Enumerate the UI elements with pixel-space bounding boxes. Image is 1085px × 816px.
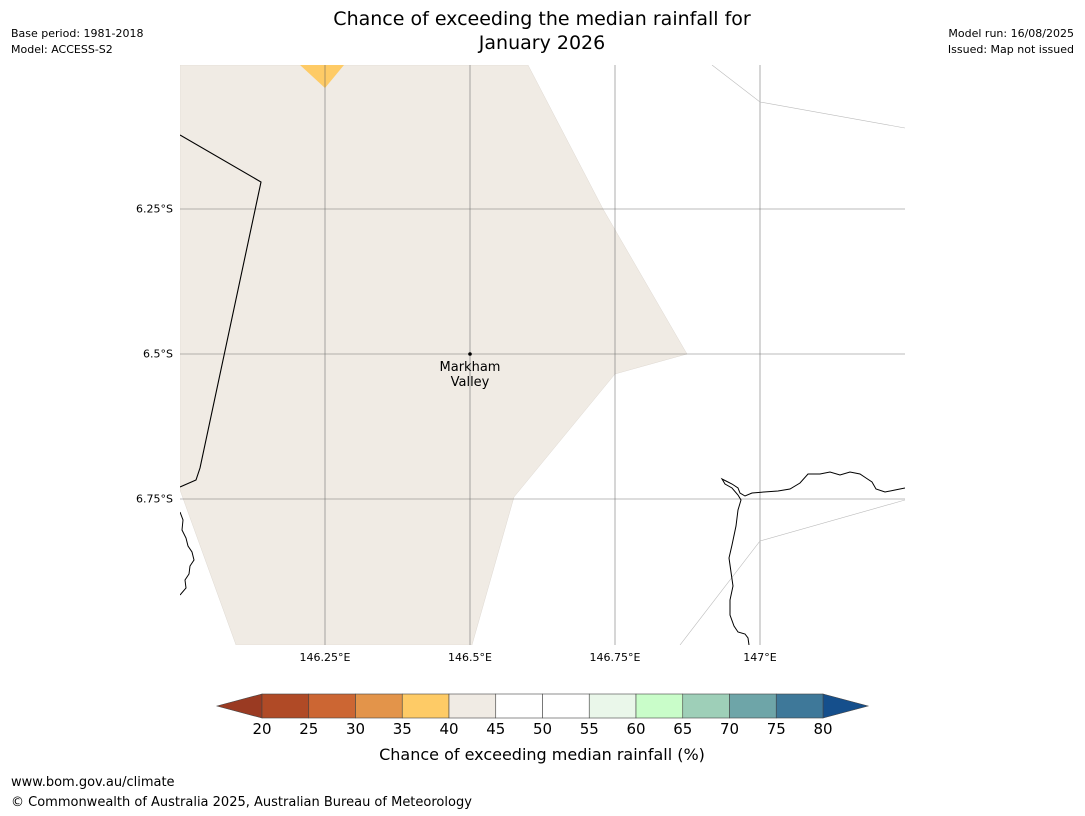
colorbar-tick-30: 30	[345, 720, 366, 738]
lon-label-147: 147°E	[743, 651, 777, 664]
colorbar-tick-45: 45	[486, 720, 506, 738]
colorbar-tick-20: 20	[252, 720, 272, 738]
lat-label-6-25: 6.25°S	[136, 202, 173, 216]
colorbar-segment-65-70	[682, 693, 730, 719]
lon-label-146-5: 146.5°E	[448, 651, 492, 664]
colorbar-segment-35-40	[401, 693, 450, 719]
colorbar-tick-80: 80	[813, 720, 833, 738]
colorbar-segment-20-25	[261, 693, 310, 719]
faint-boundaries	[679, 65, 905, 645]
lat-label-6-5: 6.5°S	[143, 347, 173, 361]
metadata-left: Base period: 1981-2018 Model: ACCESS-S2	[11, 26, 143, 58]
metadata-right: Model run: 16/08/2025 Issued: Map not is…	[948, 26, 1074, 58]
colorbar-title: Chance of exceeding median rainfall (%)	[379, 745, 705, 764]
colorbar-tick-35: 35	[392, 720, 412, 738]
probability-region-40-45	[180, 65, 688, 645]
colorbar-segment-75-80	[775, 693, 824, 719]
place-name-line-1: Markham	[439, 360, 501, 375]
model-text: Model: ACCESS-S2	[11, 43, 113, 56]
map-title: Chance of exceeding the median rainfall …	[242, 7, 842, 55]
title-line-1: Chance of exceeding the median rainfall …	[333, 8, 751, 30]
colorbar-tick-55: 55	[579, 720, 599, 738]
boundary-line-se	[679, 499, 905, 645]
colorbar-segment-25-30	[308, 693, 356, 719]
base-period-text: Base period: 1981-2018	[11, 27, 144, 40]
lon-label-146-75: 146.75°E	[589, 651, 641, 664]
colorbar-tick-65: 65	[673, 720, 693, 738]
colorbar-tick-75: 75	[766, 720, 786, 738]
place-label-markham-valley: Markham Valley	[410, 360, 530, 390]
colorbar-segment-70-75	[729, 693, 777, 719]
colorbar-segment-55-60	[588, 693, 637, 719]
colorbar-tick-60: 60	[626, 720, 646, 738]
place-marker-markham-valley	[468, 352, 472, 356]
lon-label-146-25: 146.25°E	[299, 651, 351, 664]
map-area	[180, 65, 905, 645]
colorbar-segment-50-55	[542, 693, 590, 719]
colorbar-tick-25: 25	[299, 720, 319, 738]
boundary-line-ne	[711, 65, 905, 129]
colorbar-segment-60-65	[635, 693, 684, 719]
footer-copyright: © Commonwealth of Australia 2025, Austra…	[11, 795, 472, 810]
colorbar-over-triangle	[822, 693, 870, 719]
colorbar-segment-30-35	[355, 693, 403, 719]
coastline-east	[720, 471, 905, 645]
colorbar	[215, 693, 870, 719]
footer-url: www.bom.gov.au/climate	[11, 775, 175, 790]
colorbar-tick-50: 50	[532, 720, 553, 738]
national-border	[180, 134, 262, 488]
issued-text: Issued: Map not issued	[947, 43, 1074, 56]
colorbar-segment-45-50	[495, 693, 543, 719]
colorbar-under-triangle	[215, 693, 263, 719]
colorbar-tick-40: 40	[439, 720, 459, 738]
colorbar-tick-70: 70	[719, 720, 740, 738]
place-name-line-2: Valley	[450, 375, 490, 390]
model-run-text: Model run: 16/08/2025	[948, 27, 1074, 40]
probability-region-35-40	[300, 65, 344, 88]
title-line-2: January 2026	[478, 32, 606, 54]
coastline-west	[180, 511, 195, 596]
lat-label-6-75: 6.75°S	[136, 492, 173, 506]
graticule	[180, 65, 905, 645]
colorbar-segment-40-45	[448, 693, 497, 719]
